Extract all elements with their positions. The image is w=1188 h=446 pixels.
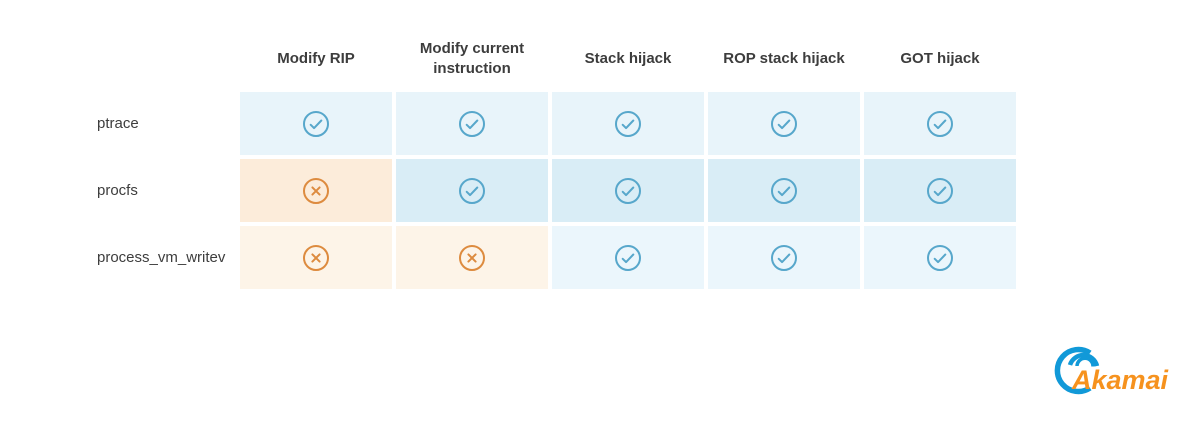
check-circle-icon (771, 244, 797, 271)
matrix-cell (240, 159, 392, 222)
cross-circle-icon (303, 244, 329, 271)
matrix-cell (708, 226, 860, 289)
check-circle-icon (927, 177, 953, 204)
matrix-cell (396, 226, 548, 289)
cross-circle-icon (459, 244, 485, 271)
check-circle-icon (771, 177, 797, 204)
matrix-cell (864, 92, 1016, 155)
matrix-cell (240, 92, 392, 155)
akamai-logo: Akamai (1054, 346, 1169, 395)
logo-wave-large (1054, 346, 1092, 395)
matrix-cell (396, 159, 548, 222)
check-circle-icon (303, 110, 329, 137)
matrix-cell (396, 92, 548, 155)
check-circle-icon (615, 244, 641, 271)
matrix-cell (708, 92, 860, 155)
matrix-cell (864, 226, 1016, 289)
row-label-procfs: procfs (97, 182, 138, 199)
logo-wave-medium (1067, 352, 1100, 367)
matrix-cell (552, 226, 704, 289)
row-label-process-vm-writev: process_vm_writev (97, 249, 226, 266)
logo-wordmark: Akamai (1071, 365, 1169, 395)
check-circle-icon (615, 110, 641, 137)
matrix-cell (240, 226, 392, 289)
row-label-ptrace: ptrace (97, 115, 139, 132)
matrix-cell (552, 92, 704, 155)
matrix-cell (552, 159, 704, 222)
matrix-cell (864, 159, 1016, 222)
column-header-stack-hijack: Stack hijack (584, 49, 672, 67)
capability-matrix: Modify RIP Modify current instruction St… (97, 37, 1016, 289)
logo-wave-small (1075, 356, 1095, 367)
column-header-modify-current-instruction: Modify current instruction (419, 39, 525, 77)
check-circle-icon (927, 244, 953, 271)
check-circle-icon (459, 110, 485, 137)
check-circle-icon (927, 110, 953, 137)
column-header-got-hijack: GOT hijack (900, 49, 980, 67)
column-header-modify-rip: Modify RIP (277, 49, 355, 67)
check-circle-icon (459, 177, 485, 204)
cross-circle-icon (303, 177, 329, 204)
check-circle-icon (771, 110, 797, 137)
matrix-cell (708, 159, 860, 222)
column-header-rop-stack-hijack: ROP stack hijack (723, 49, 845, 67)
matrix-corner-spacer (97, 37, 236, 88)
check-circle-icon (615, 177, 641, 204)
